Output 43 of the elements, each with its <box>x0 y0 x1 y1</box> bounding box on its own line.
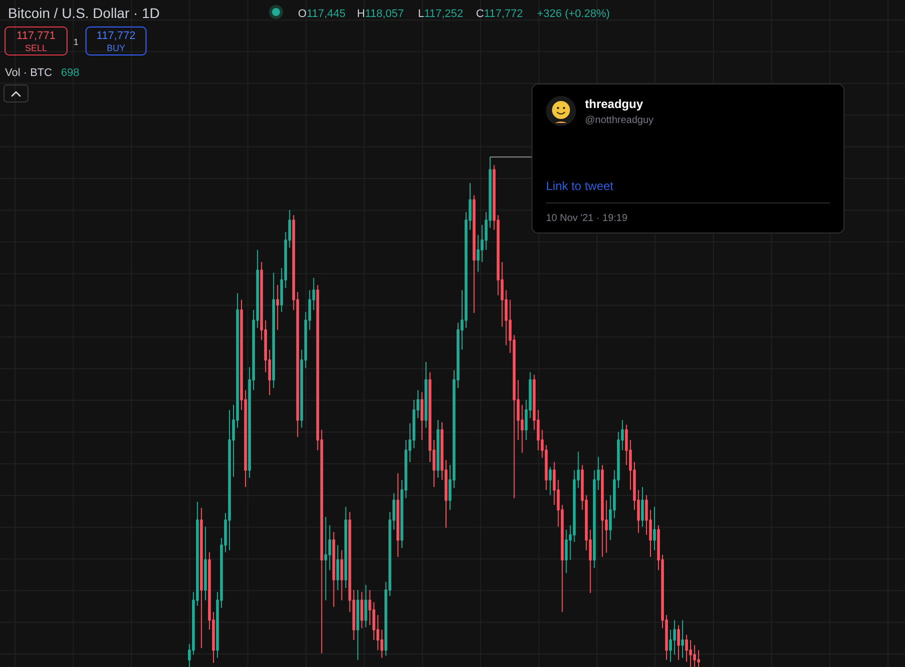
candlestick <box>228 409 231 551</box>
text: @notthreadguy <box>585 115 654 126</box>
candlestick <box>472 194 476 314</box>
text: +326 (+0.28%) <box>537 8 610 20</box>
text: O117,445 <box>298 8 346 20</box>
candlestick <box>276 284 280 330</box>
candlestick <box>336 544 340 590</box>
chart-title: Bitcoin / U.S. Dollar · 1D <box>8 5 160 21</box>
text: SELL <box>24 43 48 53</box>
candlestick <box>548 466 552 496</box>
candlestick <box>204 526 207 601</box>
text: C117,772 <box>476 8 523 20</box>
candlestick <box>344 506 348 588</box>
candlestick <box>689 639 692 667</box>
text: L117,252 <box>418 8 464 20</box>
candlestick <box>360 592 364 629</box>
candlestick <box>436 420 440 478</box>
text: BUY <box>106 43 126 53</box>
candlestick <box>420 392 424 441</box>
candlestick <box>600 464 604 558</box>
annotation: Link to tweet <box>546 179 614 193</box>
text: 117,771 <box>16 30 56 42</box>
candlestick <box>356 589 360 660</box>
candlestick <box>364 584 368 628</box>
candlestick <box>272 272 276 389</box>
candlestick <box>200 507 203 649</box>
candlestick <box>677 624 680 660</box>
candlestick <box>332 531 336 608</box>
annotation: 10 Nov '21 · 19:19 <box>546 213 628 224</box>
candlestick <box>340 550 344 601</box>
text: threadguy <box>585 97 644 111</box>
candlestick <box>641 486 644 528</box>
text: 698 <box>61 67 80 79</box>
candlestick <box>396 472 400 558</box>
text: Vol · BTC <box>5 67 52 79</box>
candlestick <box>424 362 428 428</box>
candlestick <box>653 506 656 551</box>
candlestick <box>681 620 684 658</box>
text: H118,057 <box>357 8 404 20</box>
text: 1 <box>73 37 79 47</box>
candlestick <box>564 529 568 574</box>
text: 117,772 <box>96 30 136 42</box>
candlestick <box>324 516 328 601</box>
